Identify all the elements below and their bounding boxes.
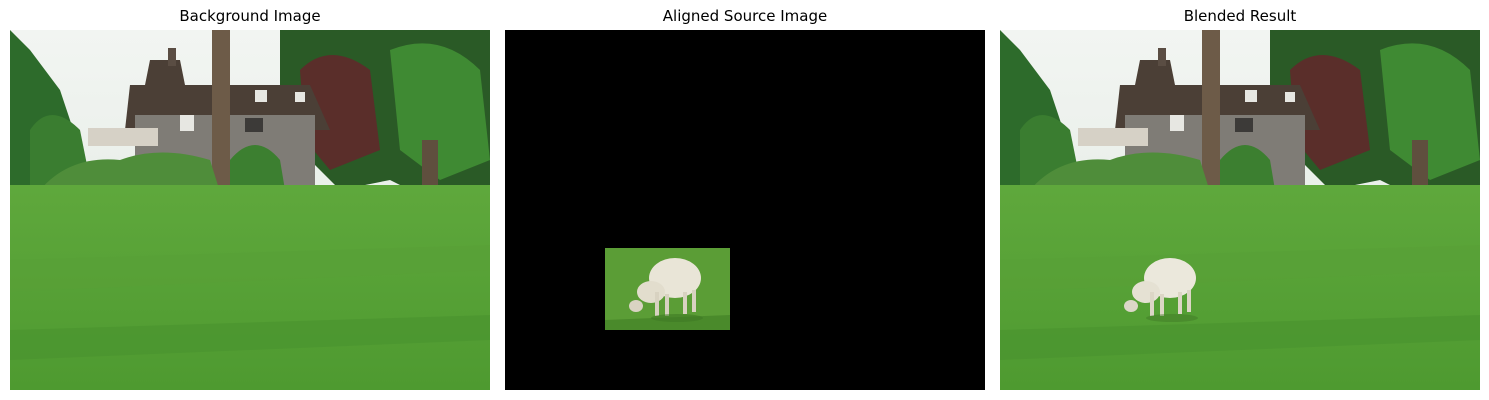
blended-result-title: Blended Result: [1183, 7, 1297, 25]
background-image-panel: Background Image: [10, 0, 490, 400]
blended-result-panel: Blended Result: [1000, 0, 1480, 400]
background-image-title: Background Image: [179, 7, 321, 25]
aligned-source-image-title: Aligned Source Image: [662, 7, 828, 25]
aligned-source-image: [505, 30, 985, 390]
aligned-source-image-panel: Aligned Source Image: [505, 0, 985, 400]
background-image: [10, 30, 490, 390]
blended-result-image: [1000, 30, 1480, 390]
blended-sheep: [1124, 258, 1198, 322]
sheep-patch: [605, 248, 730, 330]
